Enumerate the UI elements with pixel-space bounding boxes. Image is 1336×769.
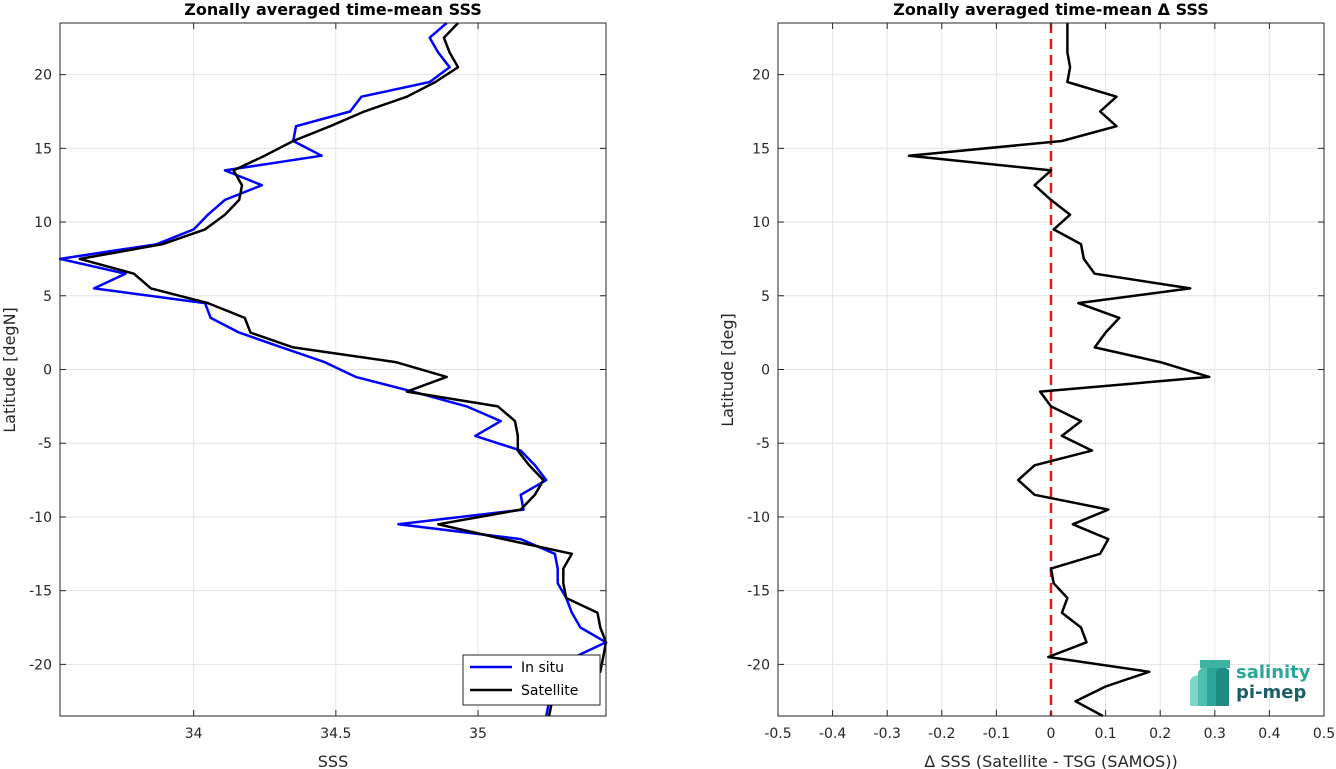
delta-sss-series-line-delta (907, 23, 1211, 718)
salinity-pi-mep-logo: salinity pi-mep (1190, 660, 1311, 706)
delta-sss-y-tick-label: 15 (752, 141, 770, 157)
sss-x-axis-label: SSS (318, 752, 348, 769)
logo-text-salinity: salinity (1236, 662, 1311, 683)
delta-sss-x-tick-label: -0.4 (819, 726, 846, 742)
sss-legend: In situ Satellite (462, 654, 601, 706)
delta-sss-y-tick-label: 20 (752, 68, 770, 84)
delta-sss-panel: -0.5 -0.4 -0.3 -0.2 -0.1 0 0.1 0.2 0.3 0.4 0.5 20 15… (718, 0, 1335, 769)
delta-sss-y-tick-label: 5 (761, 289, 770, 305)
delta-sss-x-axis-label: Δ SSS (Satellite - TSG (SAMOS)) (924, 752, 1177, 769)
sss-y-tick-label: 5 (43, 289, 52, 305)
logo-wave-icon (1190, 660, 1230, 706)
delta-sss-ticks: -0.5 -0.4 -0.3 -0.2 -0.1 0 0.1 0.2 0.3 0.4 0.5 20 15… (747, 23, 1335, 742)
delta-sss-x-tick-label: -0.2 (928, 726, 955, 742)
sss-panel: 34 34.5 35 20 15 10 5 0 -5 -10 -15 -20 Zonally aver… (0, 0, 608, 769)
delta-sss-y-tick-label: 0 (761, 363, 770, 379)
legend-entry-in-situ: In situ (521, 660, 564, 676)
sss-y-axis-label: Latitude [degN] (0, 307, 19, 433)
delta-sss-x-tick-label: -0.1 (983, 726, 1010, 742)
sss-y-tick-label: 0 (43, 363, 52, 379)
sss-y-tick-label: -15 (29, 584, 52, 600)
delta-sss-x-tick-label: -0.3 (874, 726, 901, 742)
sss-y-tick-label: -20 (29, 657, 52, 673)
delta-sss-chart-title: Zonally averaged time-mean Δ SSS (893, 0, 1209, 19)
sss-x-tick-label: 35 (469, 726, 487, 742)
delta-sss-y-tick-label: -5 (756, 436, 770, 452)
sss-ticks: 34 34.5 35 20 15 10 5 0 -5 -10 -15 -20 (29, 23, 606, 742)
sss-y-tick-label: 20 (34, 68, 52, 84)
delta-sss-x-tick-label: 0.3 (1204, 726, 1226, 742)
sss-y-tick-label: 15 (34, 141, 52, 157)
sss-y-tick-label: -10 (29, 510, 52, 526)
delta-sss-y-tick-label: -15 (747, 584, 770, 600)
sss-series-line-in-situ (58, 22, 608, 717)
sss-chart-title: Zonally averaged time-mean SSS (184, 0, 482, 19)
sss-y-tick-label: 10 (34, 215, 52, 231)
delta-sss-y-tick-label: -20 (747, 657, 770, 673)
delta-sss-x-tick-label: -0.5 (764, 726, 791, 742)
sss-series-line-satellite (78, 22, 608, 717)
logo-text-pi-mep: pi-mep (1236, 682, 1306, 703)
sss-grid (60, 23, 606, 716)
sss-y-tick-label: -5 (38, 436, 52, 452)
delta-sss-y-tick-label: 10 (752, 215, 770, 231)
delta-sss-y-tick-label: -10 (747, 510, 770, 526)
sss-series (58, 22, 608, 717)
delta-sss-series (907, 23, 1211, 718)
delta-sss-x-tick-label: 0.2 (1149, 726, 1171, 742)
delta-sss-x-tick-label: 0.1 (1094, 726, 1116, 742)
delta-sss-x-tick-label: 0 (1047, 726, 1056, 742)
delta-sss-x-tick-label: 0.4 (1258, 726, 1280, 742)
delta-sss-y-axis-label: Latitude [deg] (718, 313, 737, 427)
sss-x-tick-label: 34 (185, 726, 203, 742)
sss-x-tick-label: 34.5 (320, 726, 351, 742)
delta-sss-x-tick-label: 0.5 (1313, 726, 1335, 742)
legend-box (462, 654, 601, 706)
legend-entry-satellite: Satellite (521, 683, 578, 699)
